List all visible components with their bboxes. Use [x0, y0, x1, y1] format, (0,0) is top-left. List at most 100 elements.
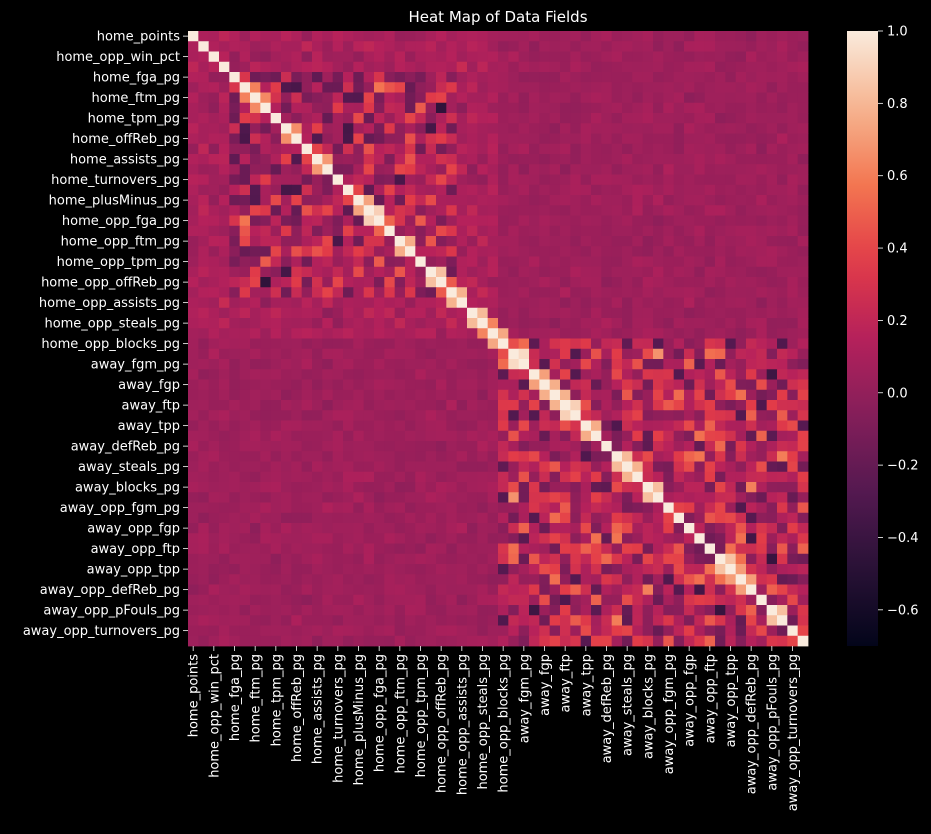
- heatmap-cell: [446, 31, 458, 42]
- heatmap-cell: [477, 512, 489, 524]
- heatmap-cell: [653, 195, 664, 206]
- heatmap-cell: [477, 92, 489, 104]
- heatmap-cell: [332, 225, 344, 237]
- heatmap-cell: [694, 195, 706, 206]
- heatmap-cell: [787, 328, 799, 339]
- heatmap-cell: [611, 318, 623, 329]
- heatmap-cell: [498, 236, 509, 247]
- heatmap-cell: [653, 277, 664, 288]
- heatmap-cell: [725, 471, 737, 483]
- heatmap-cell: [188, 543, 199, 555]
- heatmap-cell: [219, 605, 230, 616]
- heatmap-cell: [725, 307, 737, 319]
- heatmap-cell: [632, 369, 644, 380]
- heatmap-cell: [663, 369, 675, 380]
- heatmap-cell: [735, 635, 747, 647]
- heatmap-cell: [467, 543, 478, 555]
- heatmap-cell: [301, 256, 313, 268]
- heatmap-cell: [456, 133, 468, 145]
- heatmap-cell: [208, 574, 220, 585]
- heatmap-cell: [498, 389, 509, 401]
- heatmap-cell: [642, 225, 654, 237]
- heatmap-cell: [704, 471, 716, 483]
- heatmap-cell: [229, 256, 241, 268]
- heatmap-cell: [291, 410, 303, 421]
- heatmap-cell: [219, 72, 230, 83]
- heatmap-cell: [735, 379, 747, 391]
- heatmap-cell: [208, 584, 220, 596]
- heatmap-cell: [797, 451, 809, 462]
- heatmap-cell: [756, 266, 768, 278]
- heatmap-cell: [653, 359, 664, 370]
- heatmap-cell: [642, 174, 654, 186]
- heatmap-cell: [322, 113, 334, 124]
- heatmap-cell: [487, 451, 499, 462]
- heatmap-cell: [518, 523, 530, 534]
- heatmap-cell: [270, 389, 282, 401]
- heatmap-cell: [777, 82, 788, 93]
- heatmap-cell: [198, 348, 210, 360]
- heatmap-cell: [601, 348, 613, 360]
- heatmap-cell: [239, 113, 251, 124]
- heatmap-cell: [539, 400, 551, 411]
- heatmap-cell: [642, 287, 654, 298]
- heatmap-cell: [250, 143, 261, 155]
- heatmap-cell: [570, 277, 582, 288]
- heatmap-cell: [415, 102, 427, 114]
- heatmap-cell: [518, 328, 530, 339]
- heatmap-cell: [394, 102, 406, 114]
- heatmap-cell: [198, 482, 210, 493]
- heatmap-cell: [363, 205, 375, 216]
- heatmap-cell: [715, 492, 726, 503]
- heatmap-cell: [312, 338, 323, 350]
- heatmap-cell: [208, 441, 220, 452]
- heatmap-cell: [549, 338, 561, 350]
- heatmap-cell: [260, 461, 272, 473]
- heatmap-cell: [312, 72, 323, 83]
- heatmap-cell: [260, 512, 272, 524]
- heatmap-cell: [384, 246, 396, 257]
- heatmap-cell: [756, 635, 768, 647]
- heatmap-cell: [684, 102, 695, 114]
- heatmap-cell: [787, 574, 799, 585]
- heatmap-cell: [384, 143, 396, 155]
- heatmap-cell: [260, 51, 272, 63]
- heatmap-cell: [208, 266, 220, 278]
- heatmap-cell: [415, 369, 427, 380]
- heatmap-cell: [456, 195, 468, 206]
- heatmap-cell: [653, 154, 664, 165]
- heatmap-cell: [487, 348, 499, 360]
- heatmap-cell: [415, 51, 427, 63]
- heatmap-cell: [580, 420, 592, 432]
- heatmap-cell: [642, 584, 654, 596]
- heatmap-cell: [715, 102, 726, 114]
- heatmap-cell: [498, 318, 509, 329]
- heatmap-cell: [260, 82, 272, 93]
- heatmap-cell: [694, 533, 706, 544]
- heatmap-cell: [198, 420, 210, 432]
- heatmap-cell: [766, 123, 778, 134]
- heatmap-cell: [425, 72, 437, 83]
- heatmap-cell: [281, 184, 292, 196]
- heatmap-cell: [332, 564, 344, 575]
- heatmap-cell: [735, 410, 747, 421]
- heatmap-cell: [591, 41, 602, 52]
- heatmap-cell: [312, 625, 323, 637]
- heatmap-cell: [322, 564, 334, 575]
- heatmap-cell: [312, 584, 323, 596]
- heatmap-cell: [467, 533, 478, 544]
- heatmap-cell: [384, 277, 396, 288]
- heatmap-cell: [746, 594, 757, 606]
- heatmap-cell: [756, 143, 768, 155]
- heatmap-cell: [405, 502, 416, 514]
- heatmap-cell: [467, 359, 478, 370]
- heatmap-cell: [363, 174, 375, 186]
- heatmap-cell: [663, 379, 675, 391]
- heatmap-cell: [405, 482, 416, 493]
- heatmap-cell: [611, 389, 623, 401]
- heatmap-cell: [549, 113, 561, 124]
- heatmap-cell: [570, 400, 582, 411]
- heatmap-cell: [642, 594, 654, 606]
- heatmap-cell: [291, 297, 303, 309]
- heatmap-cell: [425, 287, 437, 298]
